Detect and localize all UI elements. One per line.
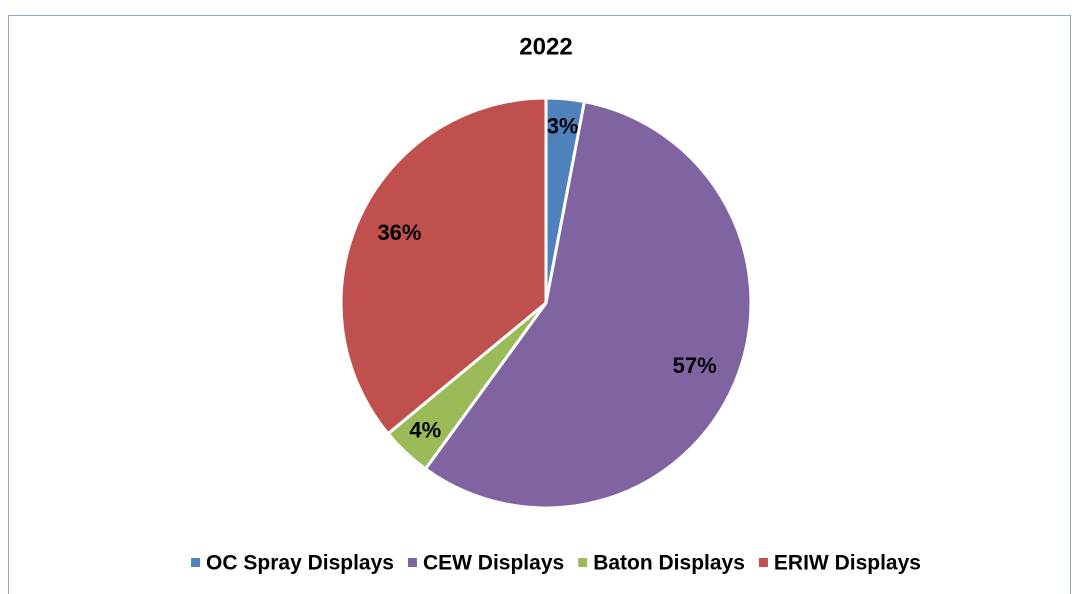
legend-label: CEW Displays <box>423 552 564 575</box>
pie-slice <box>339 96 548 436</box>
legend-swatch <box>758 558 768 567</box>
data-label: 4% <box>409 417 441 442</box>
data-label: 36% <box>377 220 421 245</box>
legend-label: OC Spray Displays <box>206 552 394 575</box>
pie-slice <box>424 100 753 510</box>
legend-swatch <box>191 558 201 567</box>
legend-label: Baton Displays <box>593 552 745 575</box>
legend-swatch <box>407 558 417 567</box>
data-label: 57% <box>673 353 717 378</box>
data-label: 3% <box>547 113 579 138</box>
legend-swatch <box>578 558 588 567</box>
chart-title: 2022 <box>519 33 572 60</box>
legend-label: ERIW Displays <box>774 552 921 575</box>
